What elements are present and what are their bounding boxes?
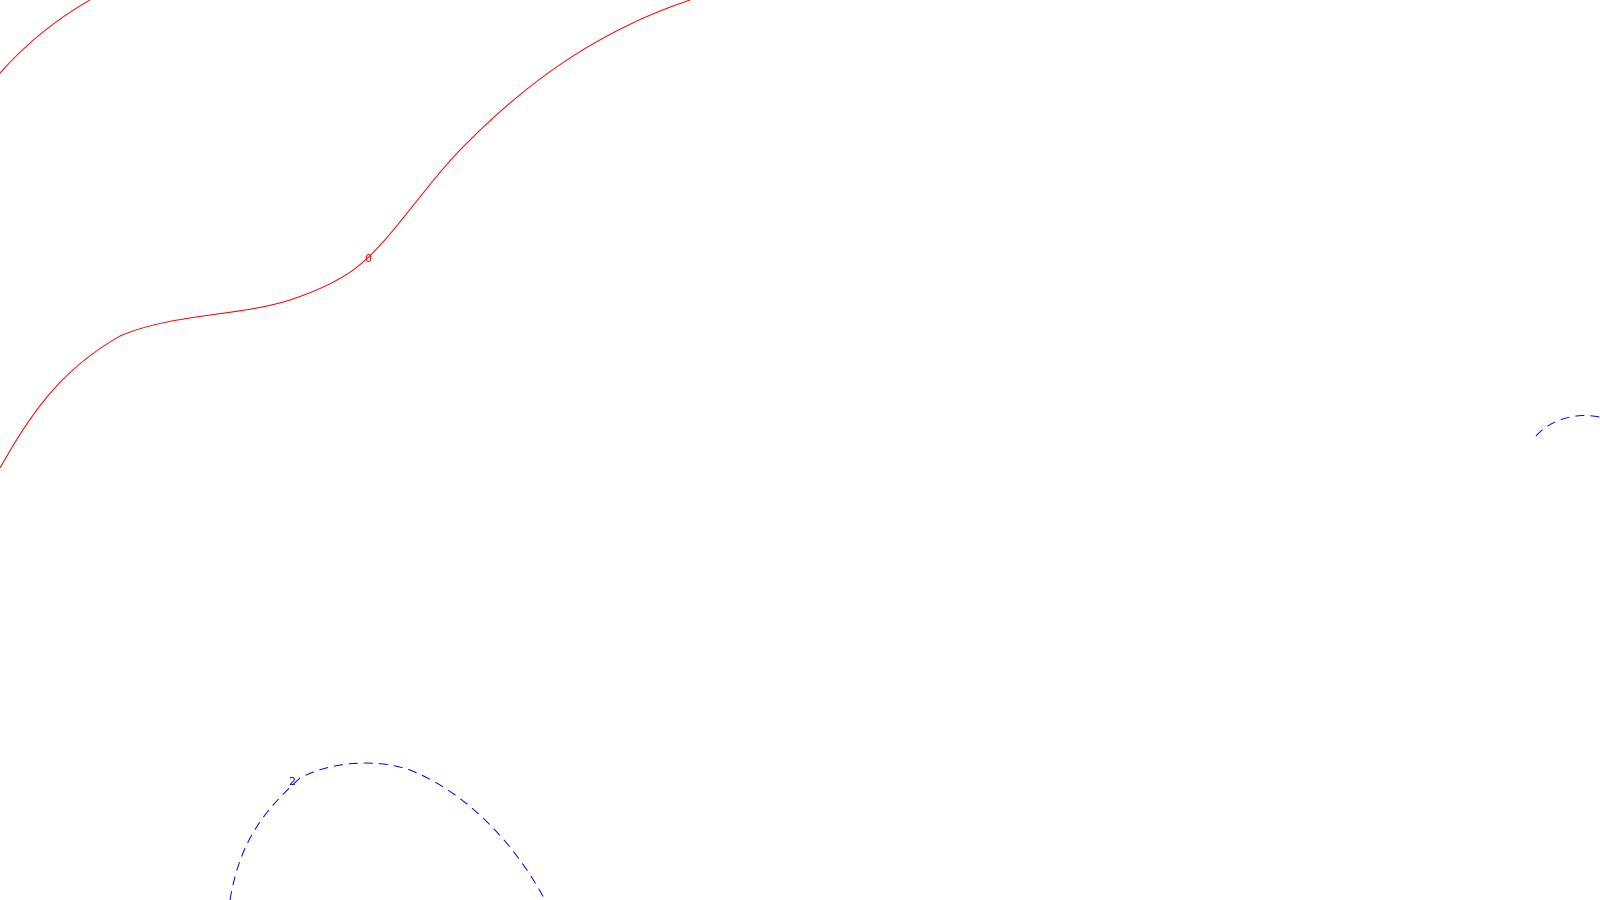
contour-line-0-lower [0,0,691,469]
contour-line-0-upper [0,0,91,74]
contour-label-0: 0 [365,252,372,265]
contour-line-2-right [1535,415,1600,437]
contour-label-2: 2 [289,775,296,788]
